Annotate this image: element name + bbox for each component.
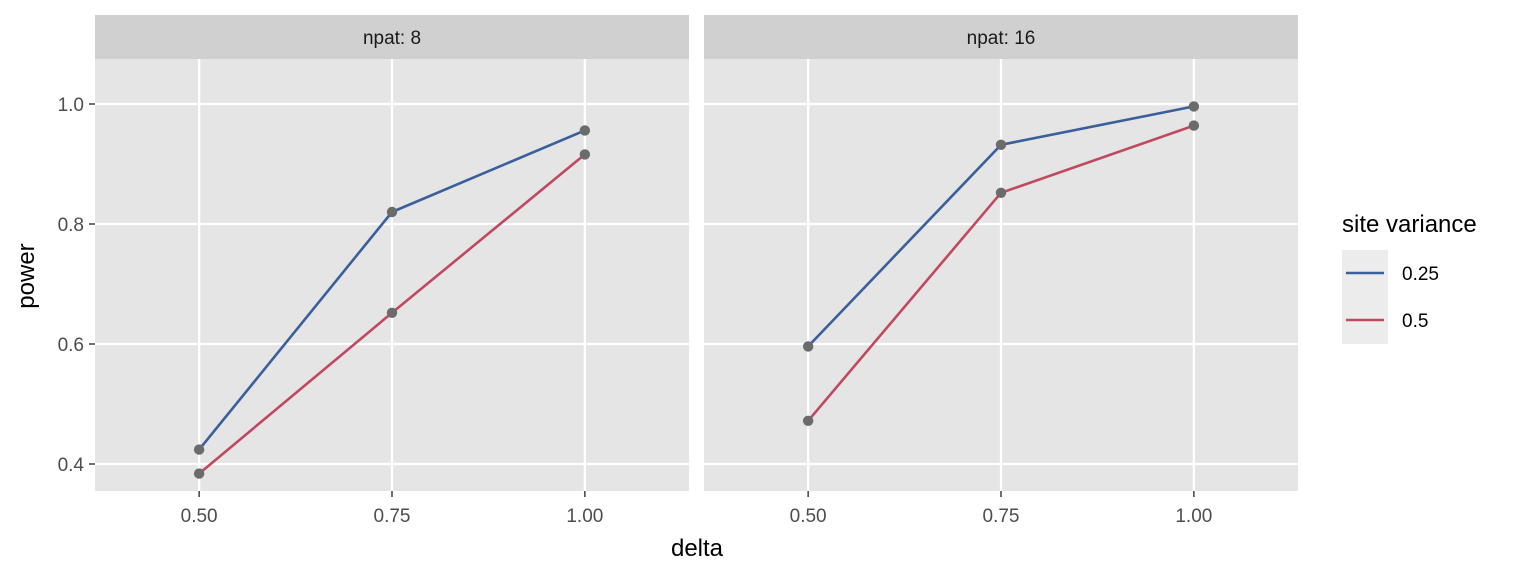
x-tick-label: 1.00 [566,506,603,527]
legend-label-0.5: 0.5 [1402,311,1428,332]
data-point [802,341,814,352]
y-axis-title: power [13,243,40,308]
data-point [995,139,1007,150]
x-tick-label: 0.75 [374,506,411,527]
data-point [193,444,205,455]
panel-2: npat: 16 [704,15,1298,491]
x-axis: 0.50 0.75 1.00 0.50 0.75 1.00 [181,491,1212,527]
y-tick-label: 0.6 [58,335,84,356]
legend-title: site variance [1342,211,1477,238]
data-point [579,149,591,160]
data-point [802,415,814,426]
data-point [1188,101,1200,112]
data-point [193,468,205,479]
panels-group: npat: 8 npat: 16 [95,15,1298,491]
strip-label: npat: 8 [363,28,421,49]
x-tick-label: 0.75 [983,506,1020,527]
data-point [995,187,1007,198]
panel-1: npat: 8 [95,15,689,491]
x-tick-label: 0.50 [790,506,827,527]
x-tick-label: 1.00 [1175,506,1212,527]
y-tick-label: 0.8 [58,215,84,236]
data-point [386,307,398,318]
y-axis: 0.4 0.6 0.8 1.0 [58,95,95,476]
data-point [386,206,398,218]
x-axis-title: delta [671,535,724,562]
y-tick-label: 0.4 [58,455,85,476]
y-tick-label: 1.0 [58,95,84,116]
legend-label-0.25: 0.25 [1402,264,1439,285]
x-tick-label: 0.50 [181,506,218,527]
strip-label: npat: 16 [967,28,1036,49]
data-point [1188,120,1200,131]
legend: site variance 0.25 0.5 [1342,211,1477,344]
legend-key-background [1342,250,1388,344]
strip-background [95,15,689,59]
strip-background [704,15,1298,59]
data-point [579,125,591,136]
